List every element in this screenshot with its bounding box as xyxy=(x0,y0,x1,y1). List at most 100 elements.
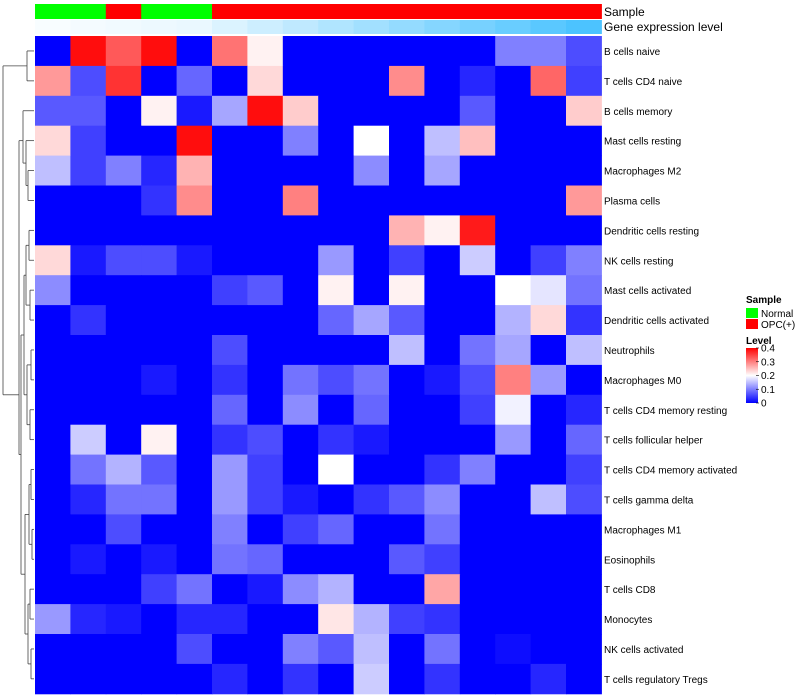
heatmap-cell xyxy=(212,245,248,276)
heatmap-cell xyxy=(318,364,355,396)
heatmap-cell xyxy=(389,185,425,216)
heatmap-cell xyxy=(318,185,355,216)
heatmap-cell xyxy=(176,155,213,186)
heatmap-cell xyxy=(70,424,107,456)
legend: Sample Normal OPC(+) Level 0.4 0.3 0.2 0.1 0 xyxy=(746,295,795,410)
heatmap-cell xyxy=(566,663,602,695)
heatmap-cell xyxy=(105,454,142,485)
heatmap-cell xyxy=(247,574,284,605)
heatmap-cell xyxy=(35,634,71,665)
heatmap-cell xyxy=(35,544,71,575)
row-dendrogram xyxy=(2,50,34,680)
row-label: T cells CD4 memory resting xyxy=(604,406,727,417)
heatmap-cell xyxy=(141,36,178,67)
heatmap-cell xyxy=(176,514,213,545)
heatmap-cell xyxy=(105,663,142,695)
row-label: T cells gamma delta xyxy=(604,495,694,506)
heatmap-cell xyxy=(35,65,71,97)
heatmap-cell xyxy=(141,215,178,246)
heatmap-cell xyxy=(353,65,390,97)
heatmap-cell xyxy=(35,454,71,485)
heatmap-cell xyxy=(176,394,213,426)
heatmap-cell xyxy=(212,275,248,306)
legend-level-tick-label: 0.1 xyxy=(761,385,775,396)
heatmap-cell xyxy=(176,36,213,67)
heatmap-cell xyxy=(212,185,248,216)
heatmap-cell xyxy=(70,364,107,396)
heatmap-cell xyxy=(459,65,496,97)
row-label: NK cells resting xyxy=(604,256,673,267)
heatmap-cell xyxy=(566,36,602,67)
heatmap-cell xyxy=(176,185,213,216)
heatmap-cell xyxy=(282,305,319,336)
gene-expression-annotation-track xyxy=(35,20,602,34)
heatmap-cell xyxy=(70,604,107,635)
heatmap-cell xyxy=(495,484,532,515)
heatmap-cell xyxy=(318,604,355,635)
heatmap-cell xyxy=(212,604,248,635)
heatmap-cell xyxy=(105,215,142,246)
heatmap-cell xyxy=(530,574,567,605)
heatmap-cell xyxy=(176,275,213,306)
heatmap-cell xyxy=(353,663,390,695)
heatmap-cell xyxy=(353,484,390,515)
heatmap-cell xyxy=(282,335,319,366)
heatmap-cell xyxy=(176,215,213,246)
heatmap-cell xyxy=(530,215,567,246)
heatmap-cell xyxy=(105,65,142,97)
row-label: NK cells activated xyxy=(604,645,683,656)
heatmap-cell xyxy=(212,215,248,246)
gene-track-cell xyxy=(530,20,567,34)
heatmap-cell xyxy=(141,155,178,186)
heatmap-cell xyxy=(353,364,390,396)
heatmap-cell xyxy=(141,454,178,485)
heatmap-cell xyxy=(70,125,107,157)
legend-level-colorbar xyxy=(746,348,758,403)
heatmap-cell xyxy=(424,155,461,186)
sample-track-cell xyxy=(353,4,390,19)
heatmap-cell xyxy=(176,604,213,635)
heatmap-cell xyxy=(35,215,71,246)
gene-track-cell xyxy=(353,20,390,34)
heatmap-cell xyxy=(247,275,284,306)
heatmap-cell xyxy=(389,275,425,306)
heatmap-cell xyxy=(35,275,71,306)
gene-track-cell xyxy=(105,20,142,34)
gene-track-cell xyxy=(35,20,71,34)
heatmap-cell xyxy=(389,155,425,186)
heatmap-cell xyxy=(70,634,107,665)
heatmap-cell xyxy=(176,95,213,127)
heatmap-cell xyxy=(424,484,461,515)
heatmap-cell xyxy=(176,544,213,575)
sample-track-cell xyxy=(566,4,602,19)
heatmap-cell xyxy=(389,394,425,426)
heatmap-cell xyxy=(105,125,142,157)
heatmap-cell xyxy=(459,574,496,605)
sample-track-cell xyxy=(176,4,213,19)
heatmap-cell xyxy=(176,663,213,695)
heatmap-cell xyxy=(282,95,319,127)
heatmap-cell xyxy=(105,305,142,336)
heatmap-cell xyxy=(424,36,461,67)
heatmap-cell xyxy=(495,305,532,336)
heatmap-cell xyxy=(459,335,496,366)
heatmap-cell xyxy=(70,305,107,336)
heatmap-cell xyxy=(459,215,496,246)
heatmap-cell xyxy=(424,275,461,306)
heatmap-cell xyxy=(212,484,248,515)
heatmap-cell xyxy=(530,305,567,336)
heatmap-cell xyxy=(141,305,178,336)
heatmap-cell xyxy=(566,604,602,635)
heatmap-cell xyxy=(566,215,602,246)
heatmap-cell xyxy=(353,275,390,306)
heatmap-cell xyxy=(141,484,178,515)
heatmap-cell xyxy=(318,514,355,545)
heatmap-cell xyxy=(105,95,142,127)
legend-level-tick-label: 0.3 xyxy=(761,357,775,368)
track-label-sample: Sample xyxy=(604,5,645,19)
heatmap-cell xyxy=(247,185,284,216)
heatmap-cell xyxy=(389,305,425,336)
legend-level-tick-label: 0.4 xyxy=(761,344,775,355)
gene-track-cell xyxy=(70,20,107,34)
